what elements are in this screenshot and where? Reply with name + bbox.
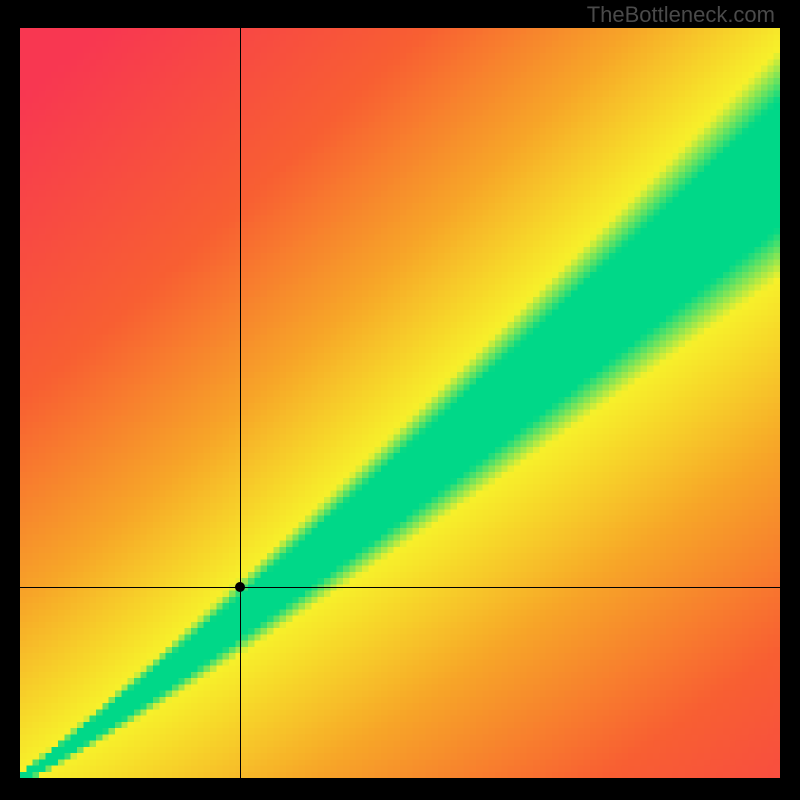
plot-area [20,28,780,778]
crosshair-vertical [240,28,241,778]
heatmap-canvas [20,28,780,778]
watermark-text: TheBottleneck.com [587,2,775,28]
crosshair-marker [235,582,245,592]
crosshair-horizontal [20,587,780,588]
